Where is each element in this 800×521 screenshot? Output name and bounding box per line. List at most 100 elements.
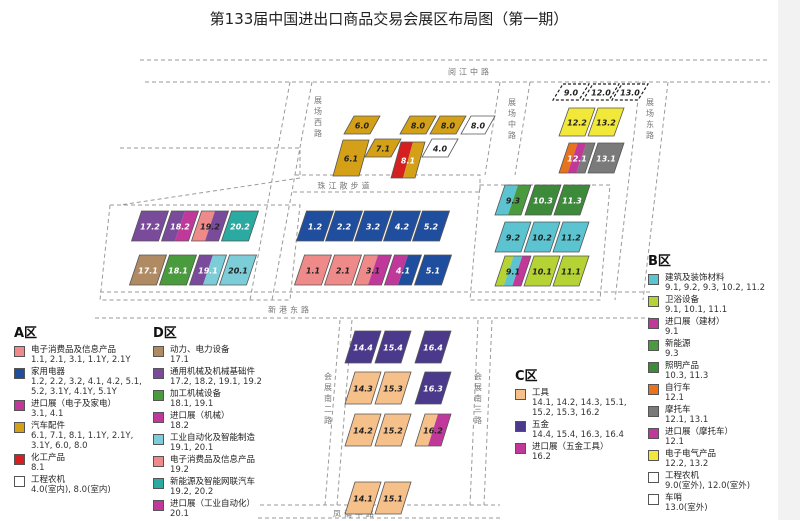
hall-fill <box>415 414 438 446</box>
hall-label: 10.3 <box>533 197 553 206</box>
legend-halls: 4.0(室内), 8.0(室内) <box>31 485 111 495</box>
hall-fill <box>325 211 363 241</box>
hall-fill <box>422 139 458 157</box>
hall-fill <box>159 255 197 285</box>
hall-outline <box>460 115 496 135</box>
hall-label: 18.1 <box>168 267 188 276</box>
hall-label: 4.2 <box>394 223 410 232</box>
legend-swatch <box>153 412 164 423</box>
hall-label: 4.0 <box>432 145 448 154</box>
legend-swatch <box>153 500 164 511</box>
hall: 6.1 <box>332 139 370 177</box>
hall-label: 1.1 <box>306 267 320 276</box>
legend-swatch <box>153 456 164 467</box>
legend-halls: 18.2 <box>170 421 189 431</box>
hall-fill <box>354 255 378 285</box>
road-edge <box>119 147 301 206</box>
road-label: 新港东路 <box>268 305 312 315</box>
legend-halls: 9.1, 9.2, 9.3, 10.2, 11.2 <box>665 283 766 293</box>
hall-outline <box>581 83 621 101</box>
hall: 3.2 <box>353 210 393 242</box>
hall-label: 15.2 <box>383 427 403 436</box>
hall: 18.1 <box>158 254 198 286</box>
hall: 1.1 <box>293 254 333 286</box>
legend-name: 工程农机 <box>31 475 66 485</box>
hall-outline <box>399 115 437 135</box>
road-label: 珠江散步道 <box>318 181 373 191</box>
hall-label: 7.1 <box>376 145 390 154</box>
legend-item: 建筑及装饰材料 9.1, 9.2, 9.3, 10.2, 11.2 <box>648 273 776 293</box>
legend-name: 照明产品 <box>665 361 700 371</box>
hall-fill <box>161 211 185 241</box>
legend-swatch <box>14 476 25 487</box>
legend-name: 动力、电力设备 <box>170 345 230 355</box>
hall-outline <box>494 255 532 287</box>
hall-fill <box>345 331 381 363</box>
legend-name: 工业自动化及智能制造 <box>170 433 256 443</box>
hall-outline <box>558 142 596 174</box>
legend-swatch <box>515 389 526 400</box>
legend-item: 进口展（摩托车） 12.1 <box>648 427 776 447</box>
hall-label: 20.1 <box>228 267 248 276</box>
hall: 2.2 <box>324 210 364 242</box>
legend-item: 通用机械及机械基础件 17.2, 18.2, 19.1, 19.2 <box>153 367 288 387</box>
hall-fill <box>375 331 411 363</box>
hall-outline <box>553 184 591 216</box>
hall-outline <box>332 139 370 177</box>
hall-outline <box>188 254 228 286</box>
legend-item: 工程农机 9.0(室外), 12.0(室外) <box>648 471 776 491</box>
hall-fill <box>296 211 334 241</box>
legend-halls: 12.1, 13.1 <box>665 415 709 425</box>
hall-fill <box>203 255 227 285</box>
hall: 8.0 <box>460 115 496 135</box>
hall-fill <box>375 372 411 404</box>
legend-swatch <box>648 472 659 483</box>
road-label: 会展南二路 <box>324 371 333 427</box>
hall-label: 8.1 <box>401 157 415 166</box>
hall-fill <box>384 255 408 285</box>
hall-outline <box>130 210 170 242</box>
legend-swatch <box>648 384 659 395</box>
legend-halls: 1.1, 2.1, 3.1, 1.1Y, 2.1Y <box>31 355 131 365</box>
road-label: 会展南三路 <box>474 371 483 427</box>
hall-label: 2.2 <box>337 223 352 232</box>
legend-halls: 1.2, 2.2, 3.2, 4.1, 4.2, 5.1, 5.2, 3.1Y,… <box>31 377 142 397</box>
legend-item: 汽车配件 6.1, 7.1, 8.1, 1.1Y, 2.1Y, 3.1Y, 6.0… <box>14 421 149 451</box>
hall: 11.2 <box>552 221 590 253</box>
legend-item: 照明产品 10.3, 11.3 <box>648 361 776 381</box>
legend-item: 工程农机 4.0(室内), 8.0(室内) <box>14 475 149 495</box>
legend-name: 进口展（工业自动化） <box>170 499 256 509</box>
hall: 20.1 <box>218 254 258 286</box>
hall-label: 14.3 <box>353 385 373 394</box>
legend-group: D区 动力、电力设备 17.1 通用机械及机械基础件 17.2, 18.2, 19.1,… <box>153 322 288 521</box>
legend-halls: 20.1 <box>170 509 189 519</box>
hall-label: 4.1 <box>395 267 410 276</box>
hall-outline <box>523 221 561 253</box>
hall-label: 14.1 <box>353 495 373 504</box>
hall-outline <box>218 254 258 286</box>
legend-swatch <box>515 443 526 454</box>
hall: 8.1 <box>390 141 426 179</box>
hall-label: 2.1 <box>336 267 350 276</box>
legend-name: 卫浴设备 <box>665 295 700 305</box>
legend-group: A区 电子消费品及信息产品 1.1, 2.1, 3.1, 1.1Y, 2.1Y 家用电… <box>14 322 149 497</box>
hall: 17.2 <box>130 210 170 242</box>
legend-halls: 13.0(室外) <box>665 503 708 513</box>
hall-label: 13.2 <box>596 119 616 128</box>
legend-swatch <box>648 296 659 307</box>
hall-outline <box>374 413 412 447</box>
hall-fill <box>559 143 578 173</box>
hall-outline <box>552 221 590 253</box>
legend-item: 五金 14.4, 15.4, 16.3, 16.4 <box>515 420 645 440</box>
legend-item: 工具 14.1, 14.2, 14.3, 15.1, 15.2, 15.3, 16… <box>515 388 645 418</box>
legend-swatch <box>153 434 164 445</box>
hall-fill <box>175 211 199 241</box>
hall-outline <box>364 138 402 158</box>
legend-title: B区 <box>648 254 671 269</box>
hall-outline <box>413 254 453 286</box>
map-title: 第133届中国进出口商品交易会展区布局图（第一期） <box>209 10 569 28</box>
legend-swatch <box>153 368 164 379</box>
hall: 15.3 <box>374 371 412 405</box>
hall-label: 8.0 <box>441 122 456 131</box>
